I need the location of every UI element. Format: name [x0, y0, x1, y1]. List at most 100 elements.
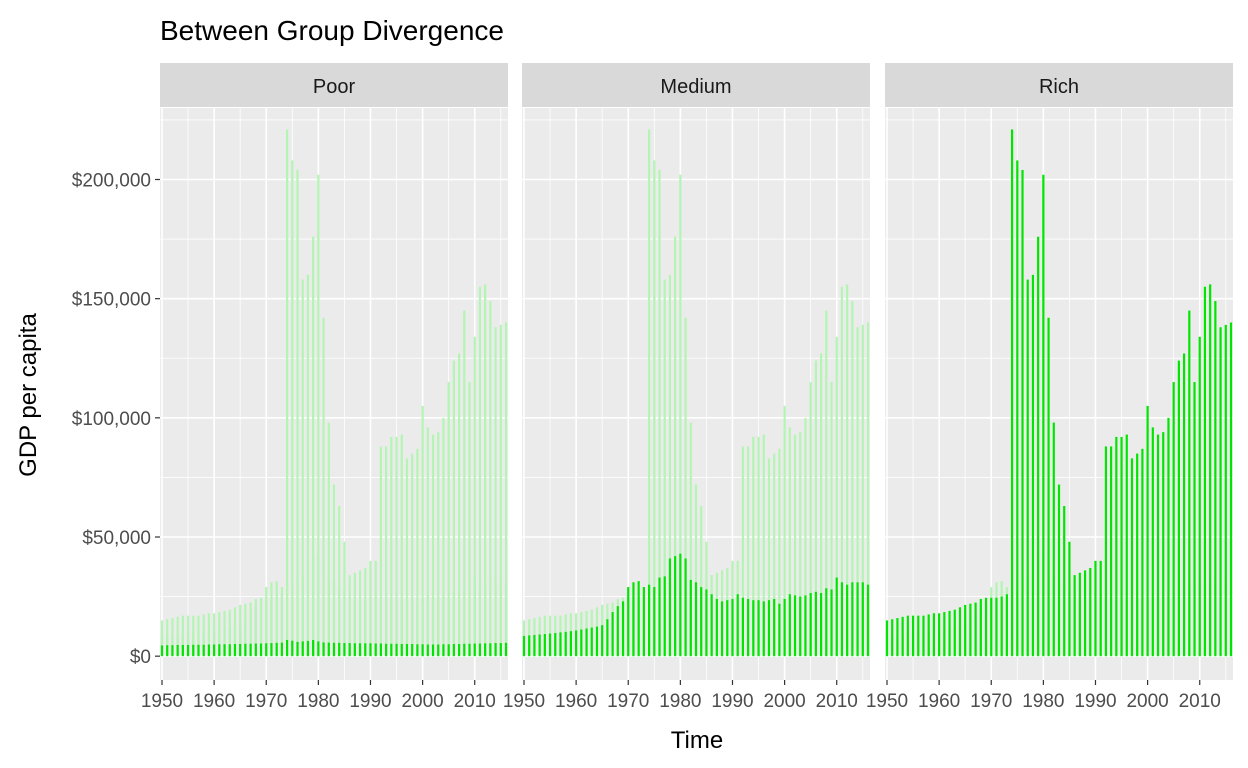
highlight-bar-poor — [192, 644, 195, 657]
highlight-bar-rich — [891, 619, 894, 657]
facet-strip-label: Medium — [660, 76, 731, 98]
faded-bar-rich — [202, 614, 205, 657]
highlight-bar-rich — [1229, 322, 1233, 657]
faded-bar-rich — [285, 129, 289, 657]
faded-bar-rich — [499, 324, 502, 657]
faded-bar-rich — [757, 436, 760, 657]
highlight-bar-medium — [804, 595, 807, 657]
highlight-bar-poor — [166, 645, 169, 657]
facet-strip — [160, 63, 508, 107]
highlight-bar-rich — [1151, 427, 1154, 657]
highlight-bar-poor — [452, 644, 455, 657]
highlight-bar-poor — [296, 641, 299, 657]
faded-bar-rich — [431, 434, 435, 657]
faded-bar-rich — [489, 301, 492, 657]
highlight-bar-medium — [866, 584, 870, 657]
faded-bar-rich — [783, 405, 786, 657]
faded-bar-rich — [426, 427, 429, 657]
highlight-bar-poor — [343, 643, 346, 657]
faded-bar-rich — [442, 417, 445, 657]
faded-bar-rich — [856, 327, 859, 657]
faded-bar-rich — [447, 382, 450, 657]
facet-strip — [885, 63, 1233, 107]
faded-bar-rich — [317, 174, 320, 657]
highlight-bar-rich — [964, 604, 967, 657]
y-tick-label: $50,000 — [82, 528, 151, 549]
highlight-bar-rich — [1156, 434, 1160, 657]
highlight-bar-medium — [767, 600, 771, 657]
highlight-bar-medium — [632, 582, 635, 657]
highlight-bar-poor — [338, 642, 341, 657]
highlight-bar-poor — [369, 643, 372, 657]
faded-bar-rich — [473, 336, 476, 657]
highlight-bar-poor — [463, 643, 466, 657]
y-tick-label: $200,000 — [72, 171, 151, 192]
highlight-bar-medium — [773, 598, 776, 657]
highlight-bar-poor — [249, 643, 252, 657]
highlight-bar-medium — [606, 619, 609, 657]
highlight-bar-medium — [528, 635, 531, 657]
highlight-bar-rich — [979, 598, 982, 657]
highlight-bar-poor — [280, 642, 283, 657]
highlight-bar-rich — [1130, 458, 1134, 657]
highlight-bar-medium — [647, 584, 651, 657]
highlight-bar-rich — [1115, 436, 1118, 657]
x-tick-label: 2010 — [1179, 691, 1221, 712]
faded-bar-rich — [830, 382, 833, 657]
highlight-bar-rich — [1094, 560, 1097, 657]
highlight-bar-medium — [851, 582, 854, 657]
faded-bar-rich — [468, 382, 471, 657]
highlight-bar-poor — [468, 643, 471, 657]
highlight-bar-medium — [783, 598, 786, 657]
faded-bar-rich — [767, 458, 771, 657]
highlight-bar-medium — [601, 625, 604, 657]
highlight-bar-rich — [1146, 405, 1149, 657]
faded-bar-rich — [851, 301, 854, 657]
highlight-bar-poor — [285, 639, 289, 657]
highlight-bar-rich — [1203, 286, 1207, 657]
x-tick-label: 1980 — [1022, 691, 1064, 712]
faded-bar-rich — [244, 603, 247, 657]
x-tick-label: 1990 — [711, 691, 753, 712]
highlight-bar-medium — [830, 589, 833, 657]
highlight-bar-rich — [1172, 382, 1175, 657]
highlight-bar-poor — [265, 643, 268, 657]
faded-bar-rich — [379, 446, 383, 657]
faded-bar-rich — [181, 615, 184, 657]
highlight-bar-rich — [969, 603, 972, 657]
faded-bar-rich — [348, 575, 351, 657]
faded-bar-rich — [364, 567, 367, 657]
faded-bar-rich — [353, 572, 356, 657]
highlight-bar-rich — [1021, 169, 1024, 657]
faded-bar-rich — [358, 570, 362, 657]
facet-panels: Poor 1950 1960 1970 1980 1990 2000 2010 Medium 19… — [141, 63, 1233, 712]
highlight-bar-rich — [1198, 336, 1201, 657]
highlight-bar-rich — [1026, 279, 1029, 657]
highlight-bar-medium — [621, 601, 625, 657]
highlight-bar-rich — [896, 618, 899, 657]
faded-bar-rich — [463, 310, 466, 657]
faded-bar-rich — [291, 160, 294, 657]
faded-bar-rich — [484, 284, 487, 657]
highlight-bar-rich — [911, 615, 915, 657]
faded-bar-rich — [192, 615, 195, 657]
highlight-bar-medium — [736, 594, 739, 657]
x-tick-label: 2010 — [816, 691, 858, 712]
highlight-bar-poor — [228, 644, 231, 657]
faded-bar-rich — [369, 560, 372, 657]
highlight-bar-medium — [548, 633, 552, 657]
highlight-bar-medium — [689, 579, 692, 657]
faded-bar-rich — [835, 336, 838, 657]
faded-bar-rich — [259, 597, 263, 657]
faded-bar-rich — [494, 327, 497, 657]
highlight-bar-poor — [213, 644, 216, 657]
highlight-bar-medium — [564, 631, 567, 657]
highlight-bar-poor — [301, 641, 304, 657]
faded-bar-rich — [343, 541, 346, 657]
faded-bar-rich — [741, 446, 745, 657]
highlight-bar-medium — [533, 634, 536, 657]
highlight-bar-poor — [160, 645, 164, 657]
highlight-bar-rich — [943, 612, 946, 657]
highlight-bar-medium — [825, 588, 828, 657]
faded-bar-rich — [160, 620, 164, 657]
